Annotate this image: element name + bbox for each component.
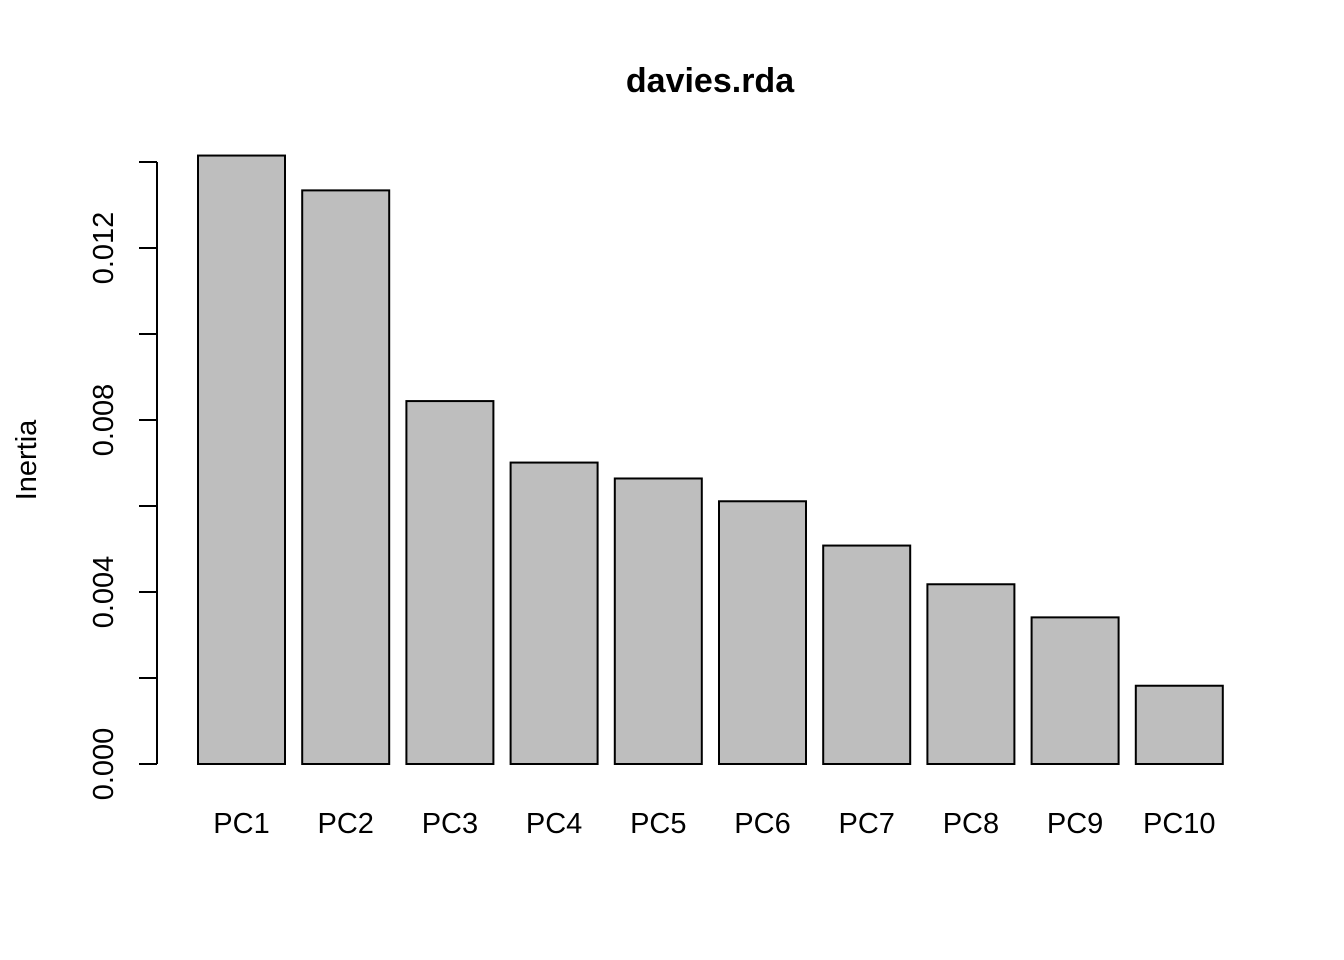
bar-pc3 — [405, 400, 495, 765]
x-tick-label: PC1 — [213, 808, 269, 840]
bar-pc9 — [1030, 616, 1120, 765]
bar-pc6 — [718, 500, 807, 765]
x-tick-label: PC5 — [630, 808, 686, 840]
x-tick-label: PC3 — [422, 808, 478, 840]
bar-pc2 — [301, 189, 391, 765]
y-axis: 0.000 0.004 0.008 0.012 — [88, 161, 158, 801]
x-tick-label: PC4 — [526, 808, 582, 840]
chart-title: davies.rda — [626, 62, 795, 100]
x-tick-label: PC8 — [943, 808, 999, 840]
x-tick-label: PC10 — [1143, 808, 1216, 840]
bar-pc5 — [613, 477, 703, 765]
x-tick-label: PC2 — [317, 808, 373, 840]
x-tick-label: PC6 — [734, 808, 790, 840]
bar-pc10 — [1134, 684, 1224, 765]
x-tick-label: PC7 — [838, 808, 894, 840]
y-tick-label: 0.004 — [88, 556, 120, 629]
x-tick-label: PC9 — [1047, 808, 1103, 840]
x-axis-labels: PC1 PC2 PC3 PC4 PC5 PC6 PC7 PC8 PC9 PC10 — [213, 808, 1215, 840]
bars — [197, 154, 1224, 766]
bar-pc7 — [822, 544, 912, 765]
bar-pc8 — [926, 583, 1016, 766]
y-tick-label: 0.000 — [88, 728, 120, 801]
y-tick-label: 0.008 — [88, 384, 120, 457]
y-tick-label: 0.012 — [88, 212, 120, 285]
bar-pc4 — [509, 461, 599, 765]
y-axis-label: Inertia — [11, 419, 43, 500]
bar-pc1 — [197, 154, 286, 766]
